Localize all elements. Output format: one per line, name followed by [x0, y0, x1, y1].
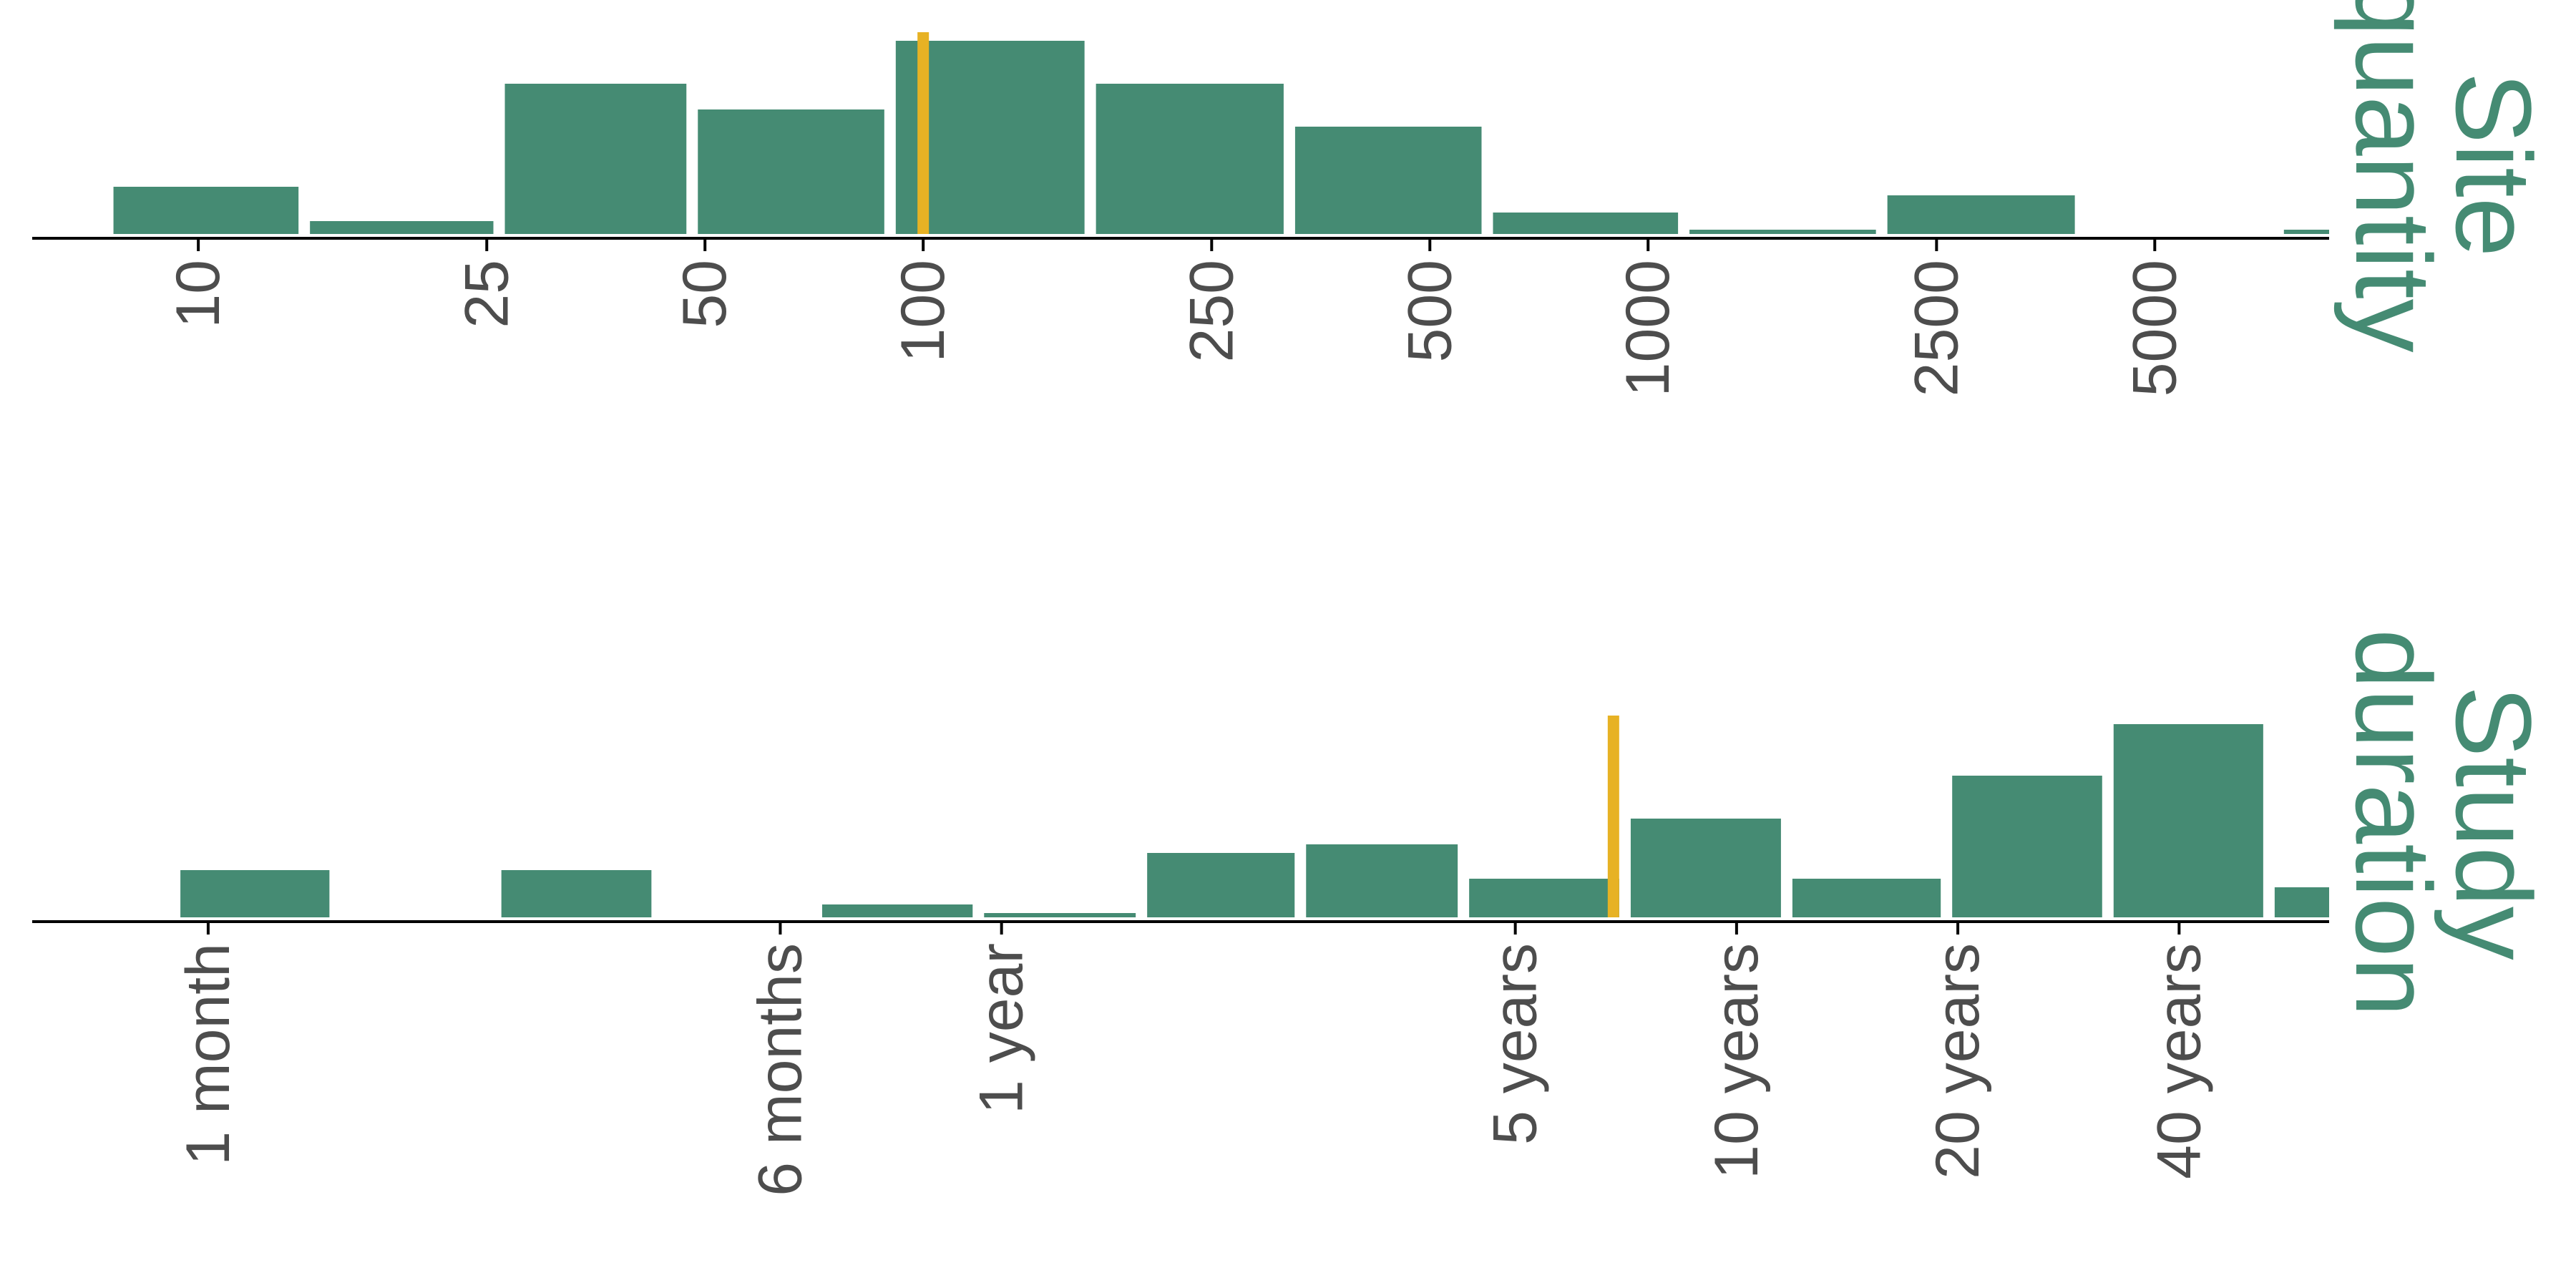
study-duration-bar-4 — [821, 904, 973, 917]
study-duration-bar-5 — [984, 913, 1136, 917]
study-duration-title-line-2: duration — [2333, 629, 2454, 1017]
site-quantity-title-line-1: Site — [2434, 72, 2554, 257]
study-duration-bar-12 — [2113, 724, 2263, 917]
study-duration-panel: 1 month 6 months 1 year 5 years 10 years 20 y… — [32, 629, 2554, 1196]
site-quantity-tick-label-7: 2500 — [1902, 260, 1971, 396]
study-duration-tick-label-0: 1 month — [174, 943, 243, 1166]
site-quantity-panel: 10 25 50 100 250 500 1000 2500 5000 Site quantit… — [32, 0, 2554, 396]
study-duration-tick-label-4: 10 years — [1702, 943, 1771, 1179]
study-duration-bars — [180, 724, 2329, 917]
site-quantity-bar-9 — [1887, 195, 2075, 234]
site-quantity-bar-7 — [1493, 213, 1679, 234]
study-duration-bar-0 — [180, 870, 330, 917]
site-quantity-title-line-2: quantity — [2333, 0, 2454, 353]
site-quantity-bar-8 — [1689, 230, 1876, 234]
study-duration-title-line-1: Study — [2434, 686, 2554, 960]
site-quantity-bar-1 — [310, 221, 494, 234]
study-duration-bar-7 — [1306, 844, 1458, 917]
site-quantity-bar-2 — [504, 84, 687, 234]
site-quantity-tick-label-6: 1000 — [1614, 260, 1682, 396]
site-quantity-bar-6 — [1294, 127, 1482, 234]
study-duration-bar-9 — [1630, 819, 1781, 917]
site-quantity-tick-label-1: 25 — [452, 260, 521, 328]
site-quantity-tick-label-0: 10 — [164, 260, 233, 328]
site-quantity-bar-11 — [2283, 230, 2329, 234]
site-quantity-ticks: 10 25 50 100 250 500 1000 2500 5000 — [164, 238, 2189, 396]
site-quantity-bar-0 — [113, 187, 299, 234]
study-duration-tick-label-5: 20 years — [1923, 943, 1992, 1179]
site-quantity-tick-label-8: 5000 — [2120, 260, 2189, 396]
site-quantity-tick-label-4: 250 — [1177, 260, 1246, 363]
study-duration-median-marker — [1607, 716, 1619, 917]
study-duration-tick-label-2: 1 year — [967, 943, 1036, 1114]
study-duration-bar-13 — [2274, 887, 2329, 917]
site-quantity-tick-label-5: 500 — [1395, 260, 1464, 363]
study-duration-ticks: 1 month 6 months 1 year 5 years 10 years 20 y… — [174, 922, 2213, 1196]
study-duration-bar-10 — [1792, 879, 1941, 917]
study-duration-bar-6 — [1147, 853, 1295, 917]
site-quantity-median-marker — [917, 32, 930, 234]
site-quantity-bar-3 — [698, 109, 884, 234]
study-duration-bar-11 — [1952, 776, 2102, 917]
site-quantity-bar-5 — [1096, 84, 1284, 234]
study-duration-tick-label-6: 40 years — [2145, 943, 2213, 1179]
study-duration-bar-2 — [501, 870, 652, 917]
study-duration-bar-8 — [1469, 879, 1619, 917]
study-duration-tick-label-3: 5 years — [1481, 943, 1550, 1145]
site-quantity-tick-label-3: 100 — [889, 260, 957, 363]
site-quantity-tick-label-2: 50 — [670, 260, 739, 328]
study-duration-tick-label-1: 6 months — [746, 943, 814, 1196]
